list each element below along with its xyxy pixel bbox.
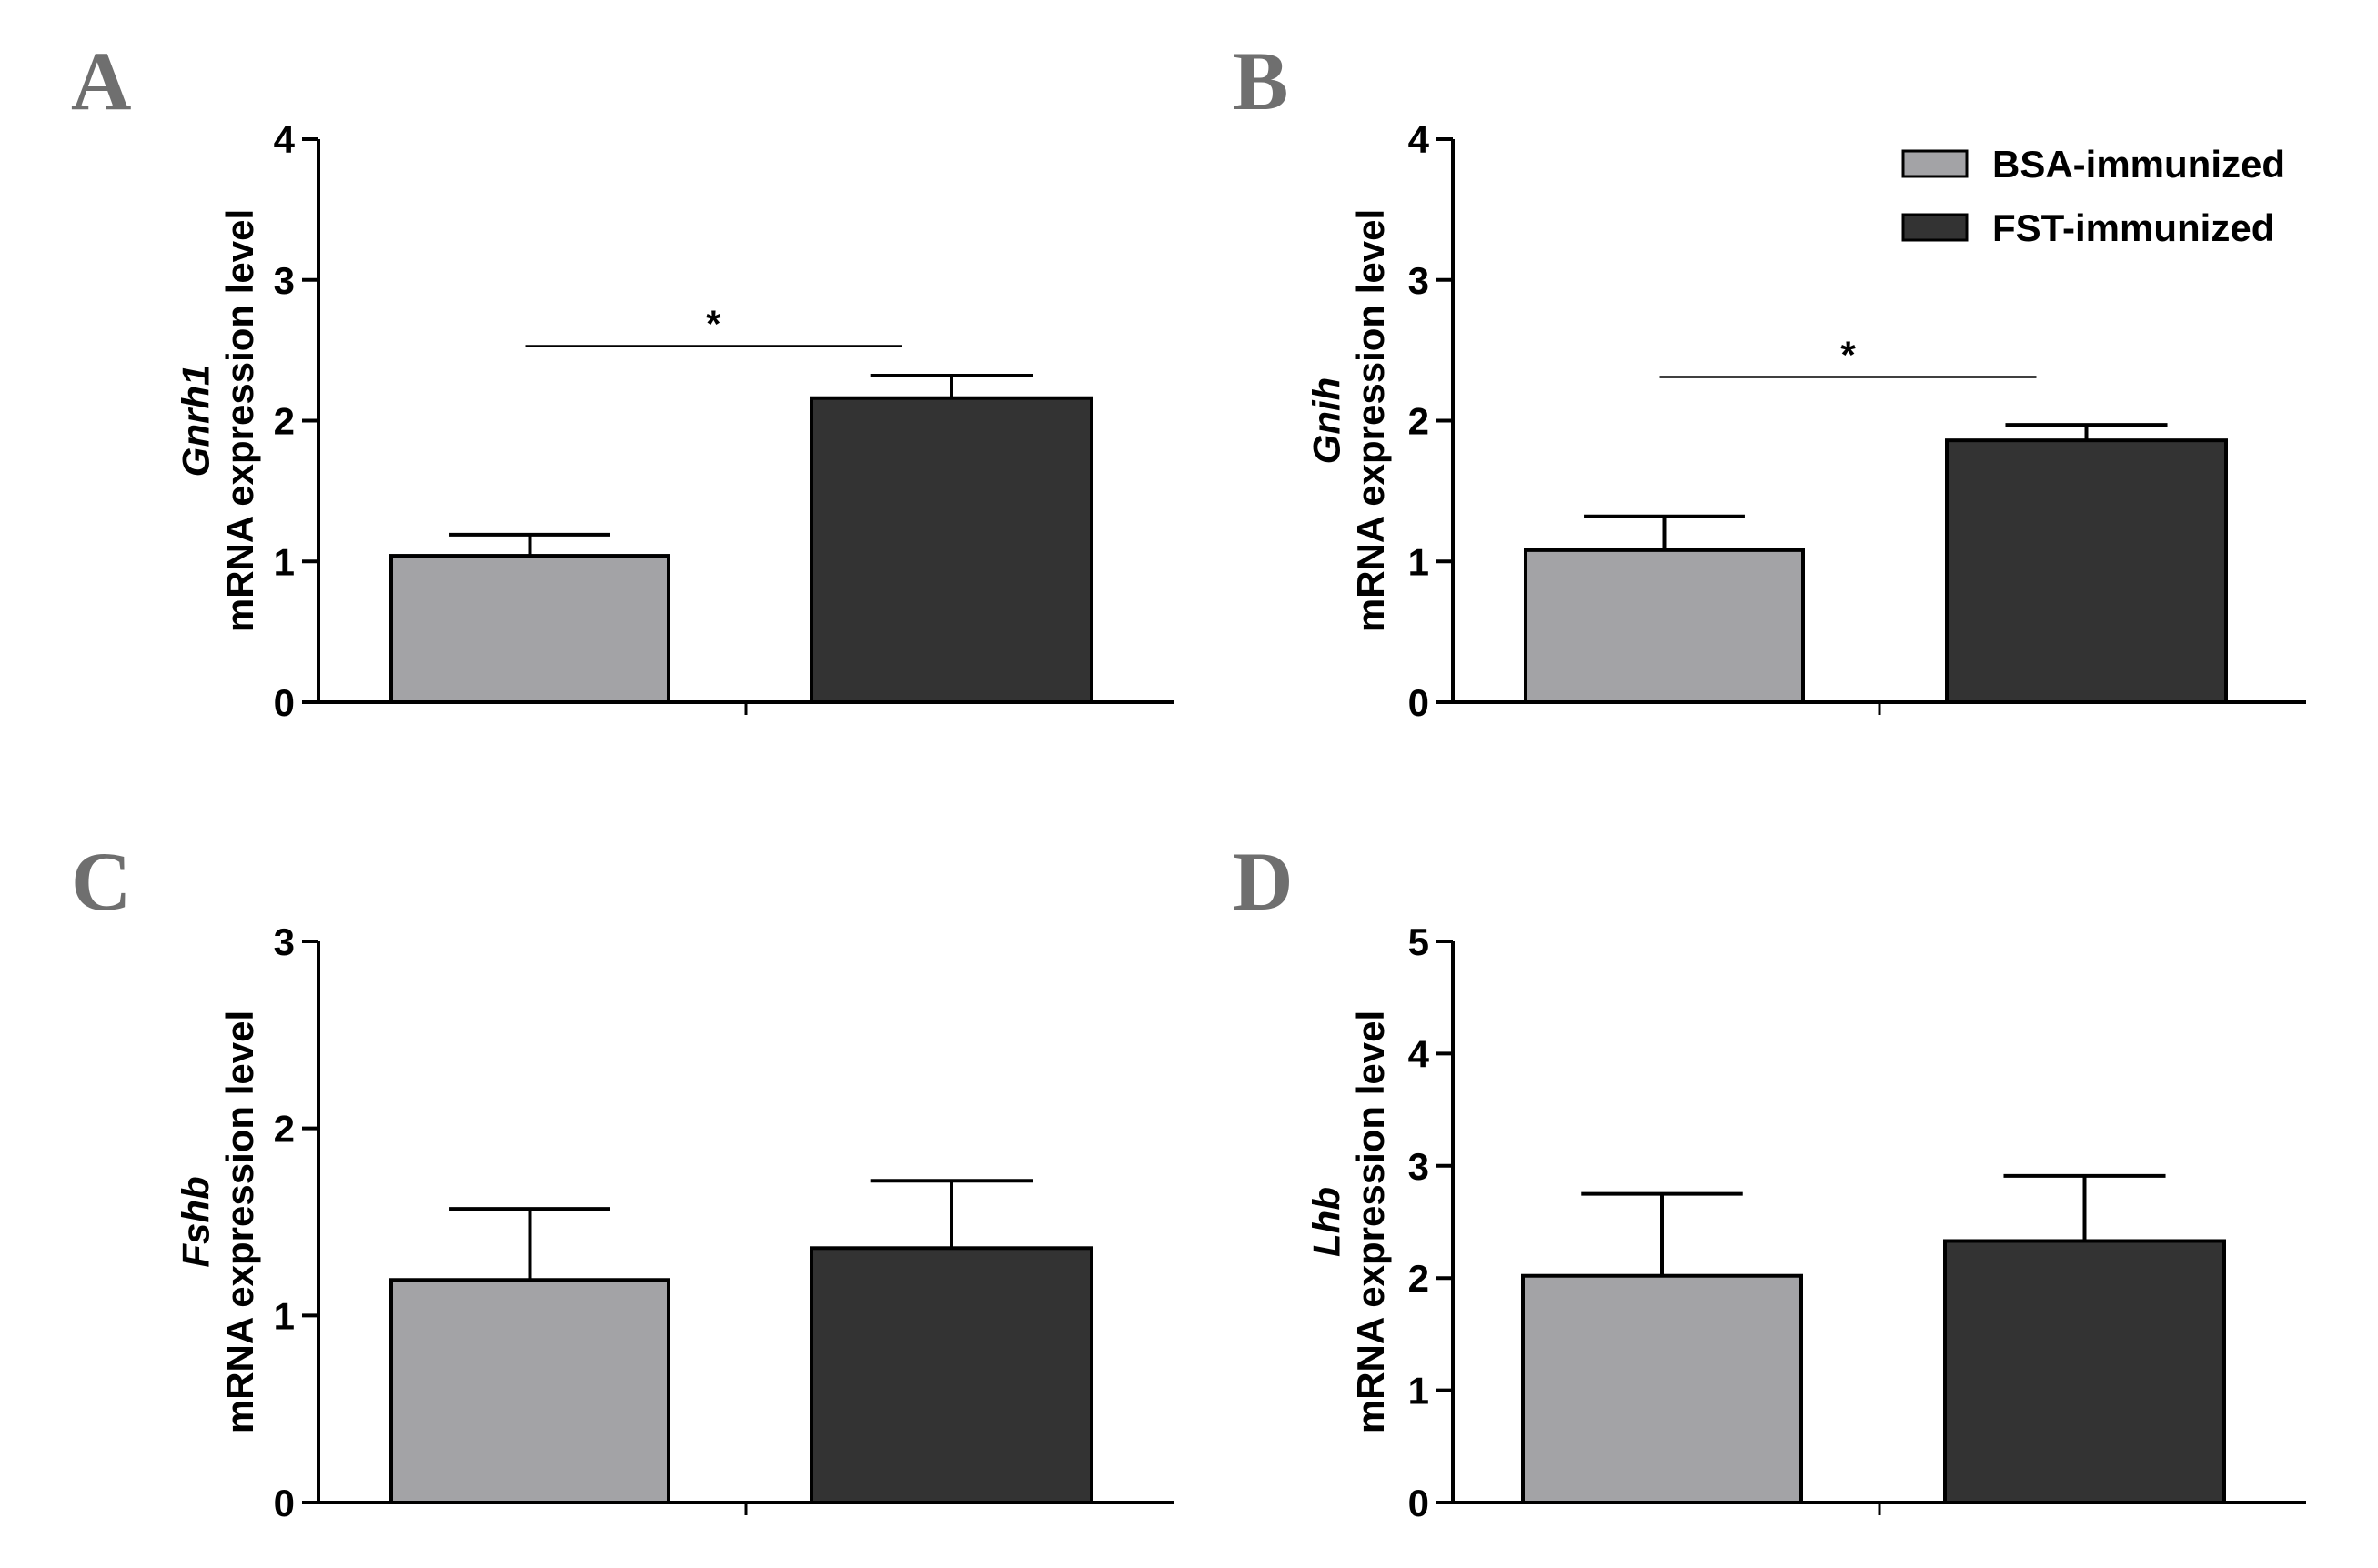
y-tick-label: 5 <box>1408 920 1429 963</box>
gene-name: Gnih <box>1305 377 1348 465</box>
y-tick-label: 0 <box>1408 1482 1429 1524</box>
panel-letter: C <box>71 835 131 928</box>
y-tick-label: 1 <box>1408 1370 1429 1412</box>
y-tick-label: 1 <box>274 1294 295 1337</box>
y-axis-title: mRNA expression level <box>218 1010 261 1433</box>
y-tick-label: 0 <box>274 1482 295 1524</box>
panel-a: A Gnrh1mRNA expression level 0 1 2 3 4 * <box>71 35 1174 724</box>
gene-name: Gnrh1 <box>175 365 217 477</box>
bar-bsa <box>1524 548 1805 704</box>
y-axis-title: mRNA expression level <box>218 209 261 632</box>
bar-fst <box>1945 438 2228 704</box>
y-axis-title: mRNA expression level <box>1349 209 1392 632</box>
bar-fst <box>810 1246 1093 1504</box>
y-tick-label: 4 <box>1408 1032 1430 1075</box>
y-tick-label: 3 <box>274 259 295 302</box>
panel-letter: B <box>1233 35 1288 127</box>
y-axis-label: FshbmRNA expression level <box>175 1010 261 1433</box>
gene-name: Fshb <box>175 1176 217 1267</box>
y-axis-label: Gnrh1mRNA expression level <box>175 209 261 632</box>
y-tick-label: 1 <box>1408 540 1429 583</box>
bar-bsa <box>389 554 670 704</box>
y-axis-label: LhbmRNA expression level <box>1305 1010 1392 1433</box>
y-tick-label: 3 <box>274 920 295 963</box>
y-tick-label: 1 <box>274 540 295 583</box>
bar-bsa <box>389 1278 670 1505</box>
y-tick-label: 3 <box>1408 259 1429 302</box>
y-tick-label: 2 <box>274 400 295 443</box>
bar-fst <box>1943 1239 2226 1505</box>
y-tick-label: 4 <box>1408 118 1430 161</box>
legend-swatch-bsa <box>1901 149 1969 178</box>
y-tick-label: 2 <box>1408 1257 1429 1300</box>
significance-star: * <box>706 302 721 345</box>
panel-letter: D <box>1233 835 1293 928</box>
legend-swatch-fst <box>1901 213 1969 242</box>
gene-name: Lhb <box>1305 1187 1348 1257</box>
panel-letter: A <box>71 35 131 127</box>
panel-c: C FshbmRNA expression level 0 1 2 3 <box>71 835 1174 1524</box>
legend: BSA-immunized FST-immunized <box>1901 143 2285 249</box>
legend-label-bsa: BSA-immunized <box>1992 143 2285 186</box>
bar-fst <box>810 396 1093 704</box>
y-tick-label: 0 <box>274 681 295 724</box>
y-tick-label: 4 <box>274 118 296 161</box>
significance-star: * <box>1840 334 1856 377</box>
y-tick-label: 2 <box>1408 400 1429 443</box>
legend-label-fst: FST-immunized <box>1992 206 2274 249</box>
y-tick-label: 0 <box>1408 681 1429 724</box>
y-axis-label: GnihmRNA expression level <box>1305 209 1392 632</box>
bar-bsa <box>1521 1273 1803 1505</box>
y-tick-label: 2 <box>274 1108 295 1151</box>
y-axis-title: mRNA expression level <box>1349 1010 1392 1433</box>
y-tick-label: 3 <box>1408 1145 1429 1188</box>
